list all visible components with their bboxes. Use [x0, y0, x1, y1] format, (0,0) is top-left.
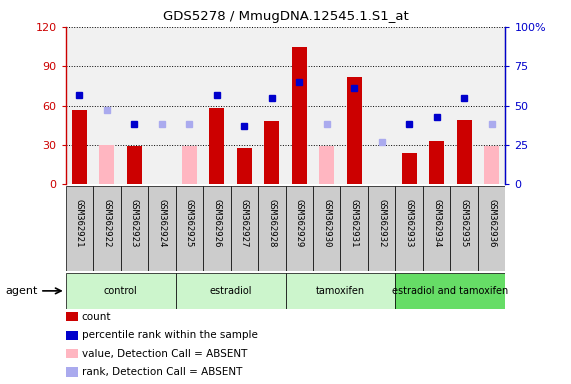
Bar [478, 27, 505, 184]
Bar [395, 273, 505, 309]
Bar [66, 273, 176, 309]
Text: GSM362935: GSM362935 [460, 199, 469, 247]
Bar [237, 147, 252, 184]
Text: count: count [82, 312, 111, 322]
Bar [176, 186, 203, 271]
Bar [395, 27, 423, 184]
Text: agent: agent [6, 286, 38, 296]
Text: GSM362925: GSM362925 [185, 199, 194, 247]
Bar [93, 27, 120, 184]
Text: rank, Detection Call = ABSENT: rank, Detection Call = ABSENT [82, 367, 242, 377]
Bar [264, 121, 279, 184]
Text: GSM362922: GSM362922 [102, 199, 111, 247]
Text: GSM362930: GSM362930 [322, 199, 331, 247]
Bar [368, 186, 395, 271]
Text: estradiol and tamoxifen: estradiol and tamoxifen [392, 286, 509, 296]
Bar [127, 146, 142, 184]
Bar [231, 186, 258, 271]
Bar [429, 141, 444, 184]
Bar [340, 186, 368, 271]
Text: GSM362921: GSM362921 [75, 199, 84, 247]
Bar [484, 146, 499, 184]
Bar [258, 186, 286, 271]
Text: GSM362929: GSM362929 [295, 199, 304, 247]
Bar [451, 27, 478, 184]
Bar [231, 27, 258, 184]
Text: control: control [104, 286, 138, 296]
Bar [457, 120, 472, 184]
Bar [395, 186, 423, 271]
Bar [292, 46, 307, 184]
Bar [451, 186, 478, 271]
Text: GSM362927: GSM362927 [240, 199, 249, 247]
Text: estradiol: estradiol [210, 286, 252, 296]
Bar [176, 273, 286, 309]
Text: value, Detection Call = ABSENT: value, Detection Call = ABSENT [82, 349, 247, 359]
Text: GSM362924: GSM362924 [158, 199, 166, 247]
Bar [423, 27, 451, 184]
Bar [203, 27, 231, 184]
Text: GSM362936: GSM362936 [487, 199, 496, 247]
Text: GDS5278 / MmugDNA.12545.1.S1_at: GDS5278 / MmugDNA.12545.1.S1_at [163, 10, 408, 23]
Bar [203, 186, 231, 271]
Bar [148, 186, 176, 271]
Text: GSM362932: GSM362932 [377, 199, 386, 247]
Bar [313, 186, 340, 271]
Bar [401, 153, 417, 184]
Text: GSM362934: GSM362934 [432, 199, 441, 247]
Bar [423, 186, 451, 271]
Text: GSM362931: GSM362931 [349, 199, 359, 247]
Text: percentile rank within the sample: percentile rank within the sample [82, 330, 258, 340]
Bar [286, 273, 395, 309]
Bar [120, 27, 148, 184]
Bar [120, 186, 148, 271]
Bar [99, 145, 114, 184]
Bar [347, 77, 362, 184]
Bar [286, 186, 313, 271]
Bar [66, 27, 93, 184]
Text: GSM362926: GSM362926 [212, 199, 222, 247]
Bar [176, 27, 203, 184]
Text: GSM362933: GSM362933 [405, 199, 413, 247]
Bar [258, 27, 286, 184]
Text: GSM362923: GSM362923 [130, 199, 139, 247]
Bar [182, 146, 197, 184]
Bar [148, 27, 176, 184]
Bar [478, 186, 505, 271]
Bar [66, 186, 93, 271]
Bar [340, 27, 368, 184]
Bar [368, 27, 395, 184]
Bar [313, 27, 340, 184]
Text: GSM362928: GSM362928 [267, 199, 276, 247]
Text: tamoxifen: tamoxifen [316, 286, 365, 296]
Bar [319, 146, 334, 184]
Bar [286, 27, 313, 184]
Bar [93, 186, 120, 271]
Bar [209, 108, 224, 184]
Bar [72, 109, 87, 184]
